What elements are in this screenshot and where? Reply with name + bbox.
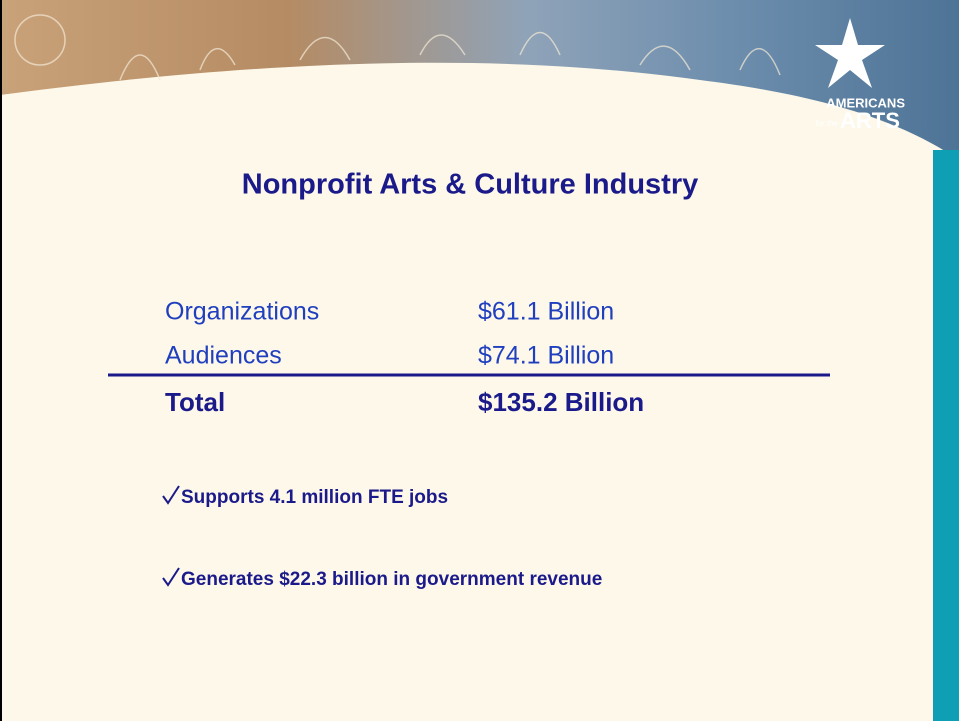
check xyxy=(162,567,180,587)
side-bar xyxy=(933,150,959,721)
total-label: Total xyxy=(165,387,225,417)
row-value: $61.1 Billion xyxy=(478,298,614,326)
logo-text: ARTS xyxy=(840,108,900,133)
total-value: $135.2 Billion xyxy=(478,387,644,417)
check xyxy=(162,485,180,505)
bullet: Generates $22.3 billion in government re… xyxy=(181,569,602,590)
left-border xyxy=(0,0,2,721)
row-value: $74.1 Billion xyxy=(478,342,614,370)
logo-text: AMERICANS xyxy=(826,95,905,110)
row-label: Organizations xyxy=(165,298,319,326)
banner-sketch xyxy=(14,14,781,81)
logo-star xyxy=(815,18,885,88)
logo-text: for the xyxy=(815,119,838,128)
banner xyxy=(0,0,959,160)
slide-title: Nonprofit Arts & Culture Industry xyxy=(242,169,698,201)
row-label: Audiences xyxy=(165,342,282,370)
bullet: Supports 4.1 million FTE jobs xyxy=(181,487,448,508)
